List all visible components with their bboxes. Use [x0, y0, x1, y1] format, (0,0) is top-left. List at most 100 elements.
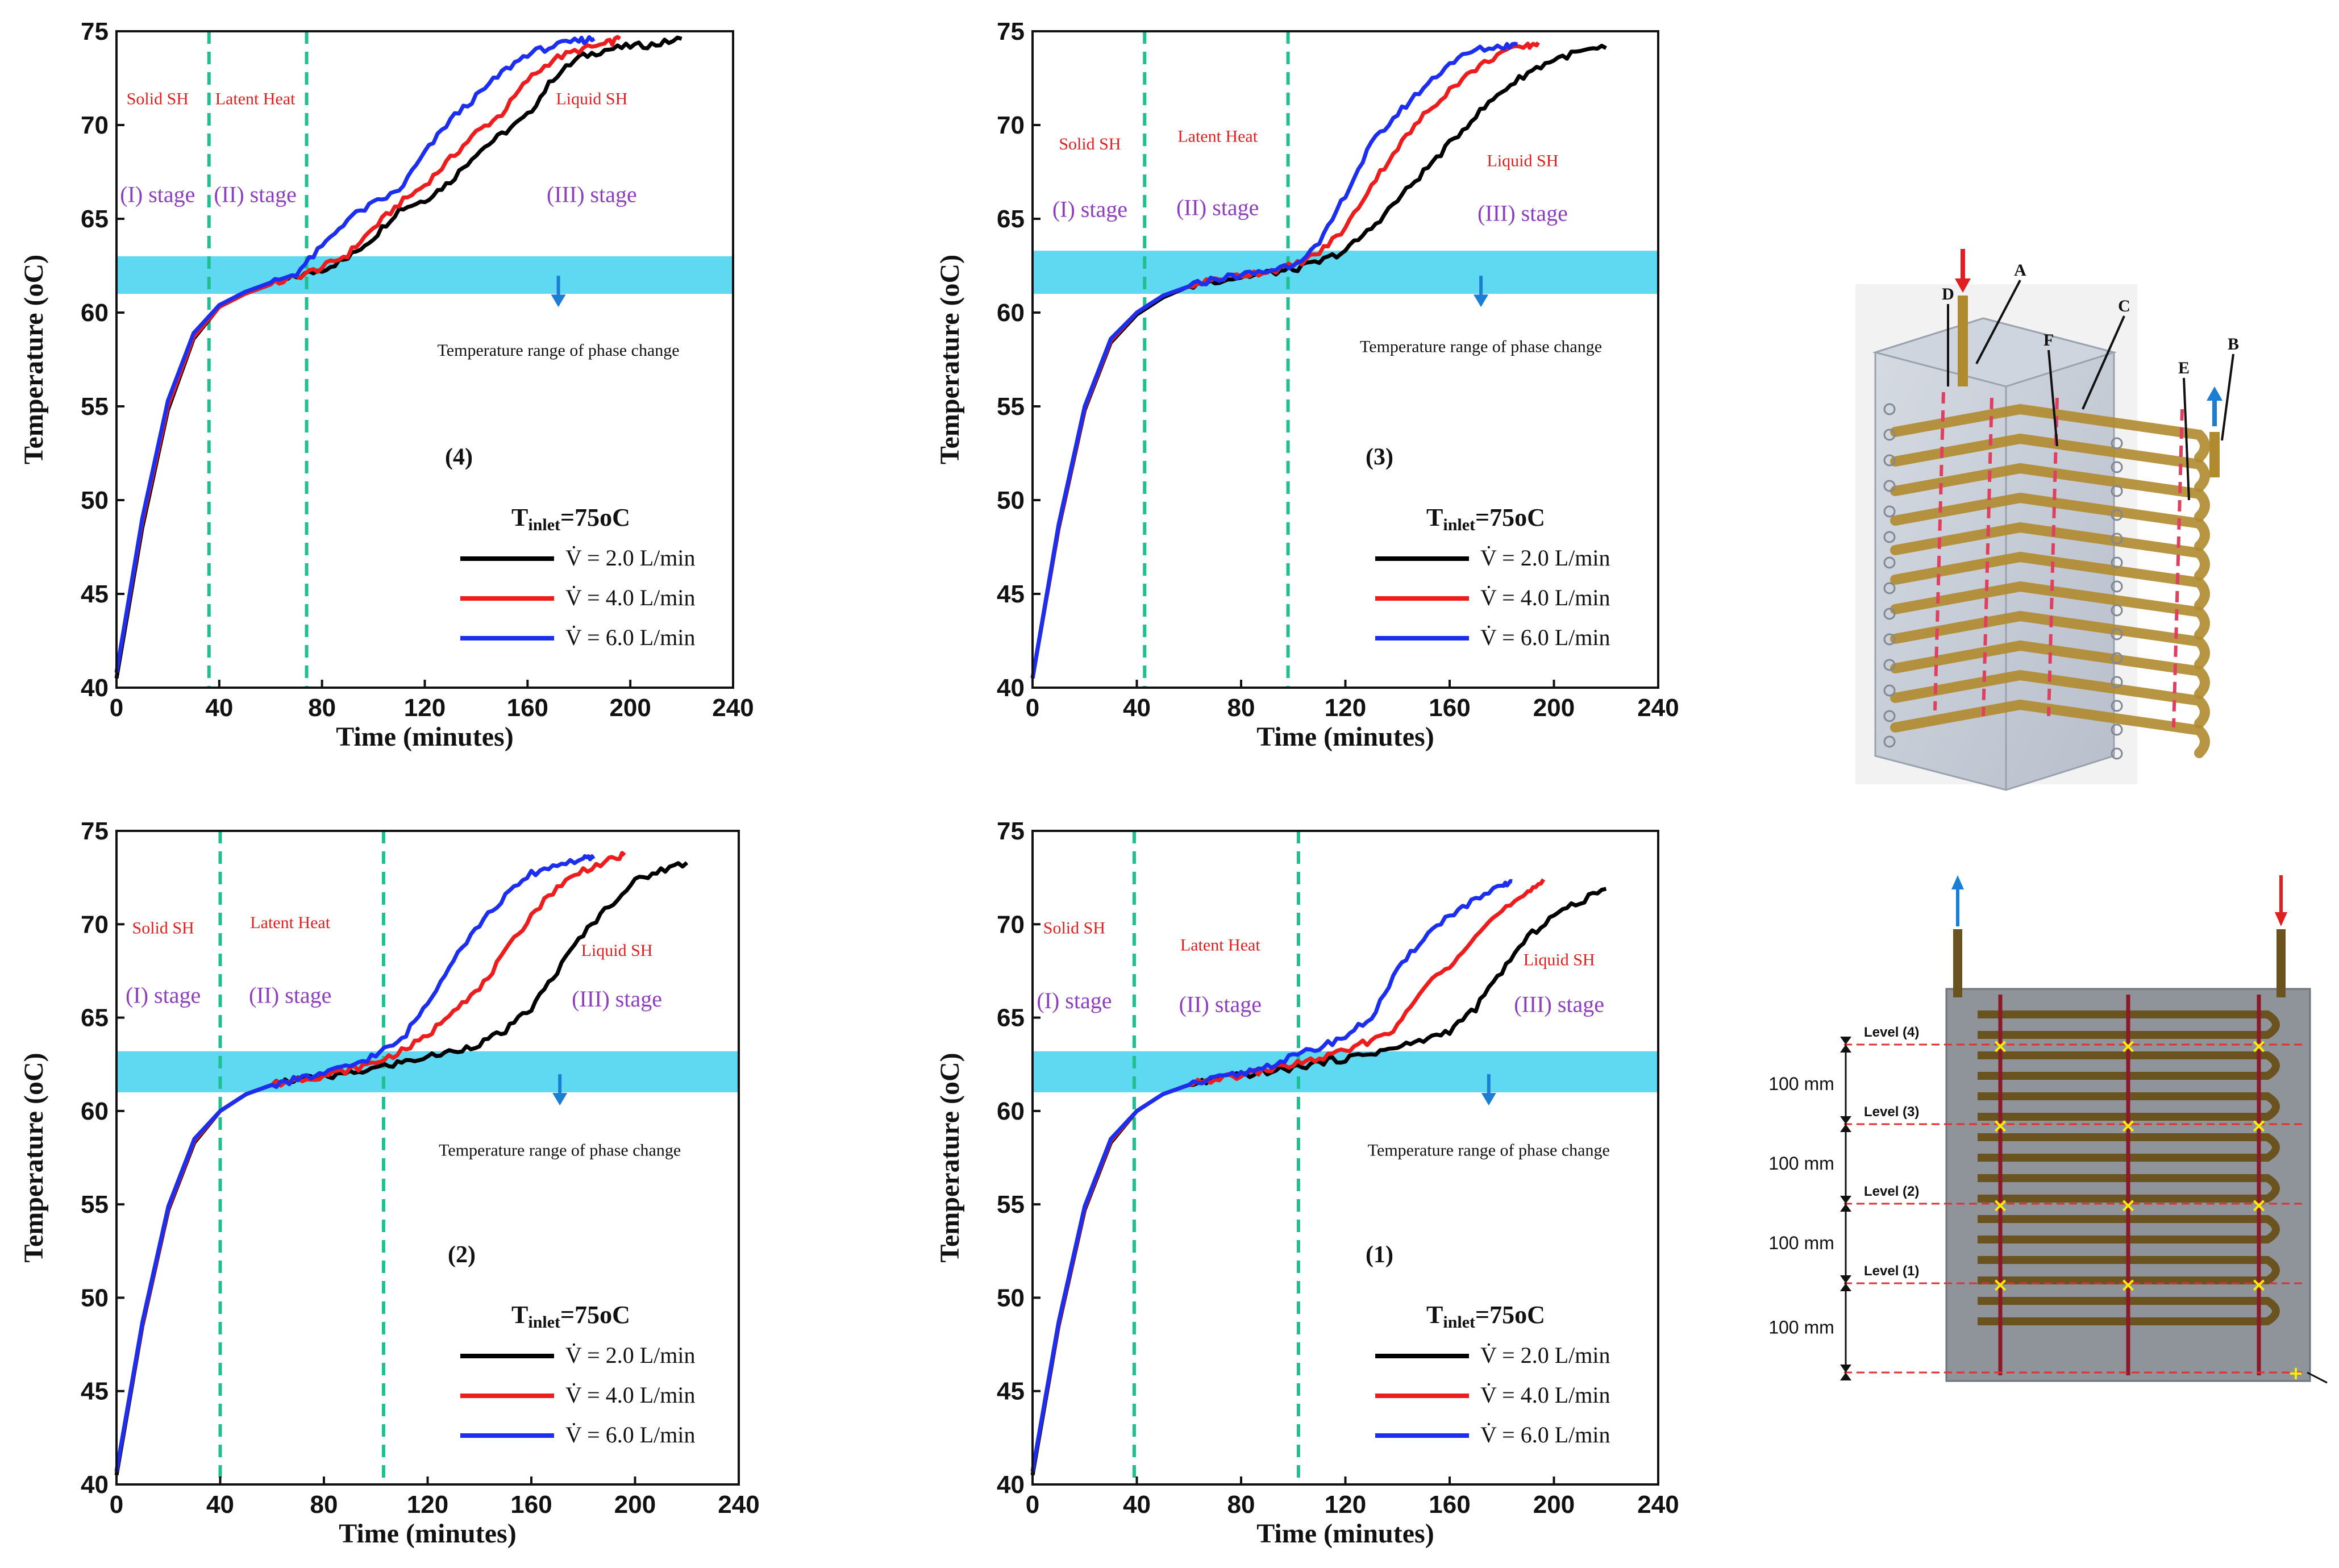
- schematic-coil-8: [1978, 1297, 2280, 1325]
- series-line-4-0-L-min: [114, 35, 622, 673]
- iso-bolt-right-5: [2111, 533, 2123, 545]
- iso-bolt-right-12: [2111, 700, 2123, 712]
- iso-bolt-left-3: [1883, 454, 1896, 467]
- iso-bolt-left-1: [1883, 403, 1896, 415]
- y-tick-label: 75: [997, 18, 1025, 45]
- iso-sensor-rod-2: [1982, 397, 1993, 717]
- y-axis-label: Temperature (oC): [935, 255, 965, 464]
- y-tick-label: 50: [997, 1284, 1025, 1312]
- x-tick-label: 40: [205, 694, 233, 722]
- level-label-1: Level (4): [1864, 1025, 1919, 1040]
- region-label-2: Latent Heat: [1177, 127, 1258, 146]
- legend-title-sub: inlet: [528, 1313, 560, 1332]
- sensor-marker: ×: [1992, 1194, 2009, 1217]
- iso-bolt-left-8: [1883, 582, 1896, 594]
- iso-bolt-left-13: [1883, 710, 1896, 722]
- spacing-label-4: 100 mm: [1768, 1317, 1834, 1338]
- y-tick-label: 65: [81, 205, 109, 233]
- series-line-6-0-L-min: [1030, 41, 1518, 679]
- region-label-2: Latent Heat: [1180, 935, 1260, 954]
- iso-coil-10: [1890, 669, 2210, 729]
- panel-label: (2): [448, 1242, 476, 1268]
- y-tick-label: 50: [81, 486, 109, 514]
- dimension-tick-up: [1840, 1045, 1851, 1053]
- dimension-tick-up: [1840, 1283, 1851, 1291]
- legend-entry-1: V̇ = 2.0 L/min: [1480, 545, 1610, 571]
- iso-bolt-right-1: [2111, 437, 2123, 450]
- legend-title: Tinlet=75oC: [1426, 504, 1545, 534]
- region-label-3: Liquid SH: [581, 941, 653, 960]
- iso-inlet-arrowhead: [1955, 278, 1971, 293]
- y-tick-label: 40: [997, 1471, 1025, 1499]
- iso-box: [1874, 317, 2115, 791]
- stage-label-1: (I) stage: [126, 982, 201, 1008]
- x-tick-label: 40: [1123, 694, 1151, 722]
- sensor-marker: ×: [2251, 1114, 2267, 1137]
- phase-change-band: [1033, 1051, 1658, 1092]
- x-tick-label: 120: [1325, 694, 1366, 722]
- stage-label-1: (I) stage: [120, 181, 195, 207]
- legend-entry-2: V̇ = 4.0 L/min: [565, 585, 696, 610]
- iso-bolt-left-14: [1883, 735, 1896, 748]
- sensor-marker: ×: [2120, 1194, 2137, 1217]
- annotation-text: Temperature range of phase change: [439, 1141, 681, 1160]
- x-tick-label: 80: [308, 694, 336, 722]
- schematic-outlet-arrowhead: [1951, 875, 1964, 889]
- iso-bolt-left-6: [1883, 531, 1896, 543]
- legend-title-main: T: [1426, 1301, 1443, 1329]
- legend-entry-2: V̇ = 4.0 L/min: [1480, 1382, 1610, 1408]
- x-tick-label: 160: [507, 694, 548, 722]
- iso-coil-6: [1890, 551, 2210, 610]
- y-tick-label: 70: [997, 910, 1025, 938]
- stage-label-2: (II) stage: [214, 181, 296, 207]
- iso-coil-11: [1890, 699, 2210, 758]
- phase-change-band: [116, 256, 733, 294]
- y-tick-label: 45: [81, 580, 109, 608]
- stage-label-1: (I) stage: [1037, 988, 1112, 1013]
- iso-inlet-pipe: [1958, 296, 1968, 386]
- y-tick-label: 50: [81, 1284, 109, 1312]
- stage-label-2: (II) stage: [1179, 992, 1262, 1017]
- sensor-marker: ×: [2251, 1194, 2267, 1217]
- legend-entry-3: V̇ = 6.0 L/min: [565, 625, 696, 650]
- bottom-leader: [2307, 1371, 2328, 1384]
- schematic-diagram: Level (4) × × × Level (3) × × × Level (2) × × × Leve…: [1768, 875, 2328, 1384]
- series-line-4-0-L-min: [114, 851, 626, 1472]
- legend-entry-1: V̇ = 2.0 L/min: [565, 1342, 696, 1368]
- y-axis-label: Temperature (oC): [19, 1053, 49, 1262]
- stage-label-3: (III) stage: [1478, 200, 1568, 226]
- iso-bolt-left-11: [1883, 659, 1896, 671]
- dimension-tick-down: [1840, 1196, 1851, 1204]
- x-tick-label: 200: [1533, 1491, 1575, 1519]
- y-tick-label: 55: [997, 1191, 1025, 1218]
- iso-coil-1: [1890, 404, 2210, 463]
- iso-bolt-right-4: [2111, 509, 2123, 521]
- x-tick-label: 240: [1637, 1491, 1679, 1519]
- sensor-marker: ×: [2120, 1114, 2137, 1137]
- y-tick-label: 60: [81, 1097, 109, 1125]
- legend-title-sub: inlet: [528, 515, 560, 534]
- iso-leader-F: [2047, 350, 2058, 447]
- x-tick-label: 200: [614, 1491, 656, 1519]
- x-tick-label: 80: [1227, 1491, 1255, 1519]
- y-tick-label: 55: [81, 393, 109, 421]
- stage-label-1: (I) stage: [1052, 197, 1127, 222]
- schematic-outlet-pipe: [1953, 929, 1962, 997]
- y-tick-label: 40: [81, 674, 109, 702]
- stage-label-3: (III) stage: [547, 181, 637, 207]
- sensor-marker: ×: [1992, 1274, 2009, 1296]
- iso-bolt-left-4: [1883, 480, 1896, 492]
- y-tick-label: 75: [81, 18, 109, 45]
- iso-coil-8: [1890, 610, 2210, 669]
- level-label-3: Level (2): [1864, 1184, 1919, 1199]
- legend-title-rest: =75oC: [1475, 504, 1545, 531]
- y-tick-label: 50: [997, 486, 1025, 514]
- x-axis-label: Time (minutes): [336, 722, 513, 752]
- legend-title-sub: inlet: [1443, 1313, 1475, 1332]
- y-tick-label: 45: [997, 1378, 1025, 1405]
- x-tick-label: 120: [404, 694, 446, 722]
- x-tick-label: 120: [1325, 1491, 1366, 1519]
